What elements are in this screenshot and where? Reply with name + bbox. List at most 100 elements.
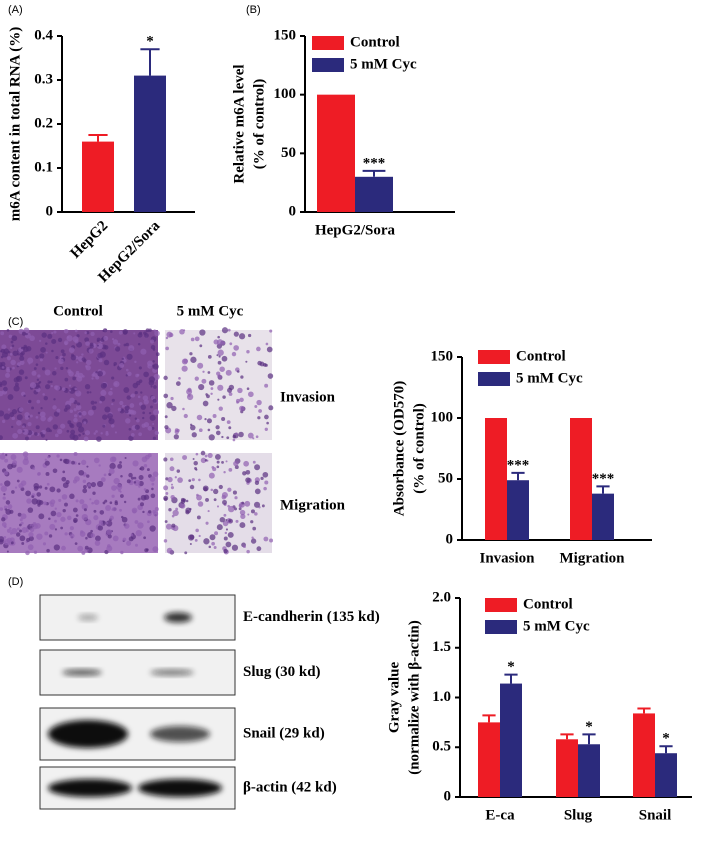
cell [126,540,132,546]
cell [77,402,81,406]
cell [148,411,152,415]
cell [4,458,9,463]
cell [260,476,264,480]
cell [19,360,25,366]
cell [41,367,46,371]
cell [75,514,79,517]
cell [226,420,231,424]
cell [39,411,46,418]
panel-label: (D) [8,576,23,588]
y-tick-label: 0.1 [34,159,53,175]
blot-band [164,612,192,623]
cell [12,350,19,357]
cell [138,402,143,406]
cell [56,512,62,518]
cell [194,336,200,342]
blot-band [78,614,98,621]
cell [5,453,8,457]
legend-label: 5 mM Cyc [516,370,583,386]
cell [138,475,144,481]
cell [18,369,25,375]
cell [53,398,56,401]
cell [6,550,9,553]
cell [33,550,38,554]
cell [256,399,262,406]
cell [134,424,140,430]
cell [55,356,59,360]
cell [217,335,220,339]
cell [57,337,63,343]
cell [78,426,85,433]
cell [119,461,122,464]
cell [234,496,238,500]
cell [81,503,88,510]
cell [45,342,48,345]
cell [243,545,246,548]
cell [117,407,122,412]
error-bar [596,485,610,494]
cell [5,372,11,378]
cell [11,490,15,494]
cell [79,499,85,505]
cell [17,428,23,435]
cell [40,415,46,422]
cell [2,496,6,500]
cell [16,414,23,421]
cell [130,393,136,398]
blot-band [150,726,210,742]
cell [211,466,215,469]
panel-label: (B) [246,4,261,16]
cell [45,384,51,390]
cell [70,429,76,435]
cell [105,505,112,511]
cell [31,495,35,499]
cell [69,493,75,499]
cell [109,515,114,520]
legend-swatch [312,36,344,50]
cell [140,404,147,410]
cell [0,390,4,397]
cell [106,520,113,527]
cell [227,387,233,393]
cell [225,528,229,531]
cell [242,471,247,476]
cell [112,506,117,512]
cell [204,454,208,458]
cell [69,397,75,404]
cell [45,351,48,354]
cell [110,330,113,333]
cell [165,346,170,351]
cell [191,478,195,482]
cell [239,509,246,516]
cell [107,413,113,419]
cell [118,330,123,335]
cell [68,371,74,377]
cell [124,409,129,414]
cell [196,515,201,520]
cell [221,460,224,464]
cell [202,485,209,492]
cell [168,508,172,512]
cell [194,466,197,470]
cell [44,460,50,466]
cell [0,410,5,417]
cell [210,392,213,396]
cell [236,401,239,404]
cell [125,342,130,347]
cell [50,380,53,384]
cell [51,331,54,335]
cell [10,340,14,344]
cell [49,429,52,433]
cell [218,406,223,411]
cell [35,425,40,430]
cell [93,457,100,464]
cell [228,426,232,430]
cell [182,407,185,411]
cell [227,487,232,492]
cell [153,373,160,381]
cell [47,333,53,339]
cell [19,355,25,361]
cell [201,378,207,384]
cell [153,409,160,416]
cell [73,414,78,418]
